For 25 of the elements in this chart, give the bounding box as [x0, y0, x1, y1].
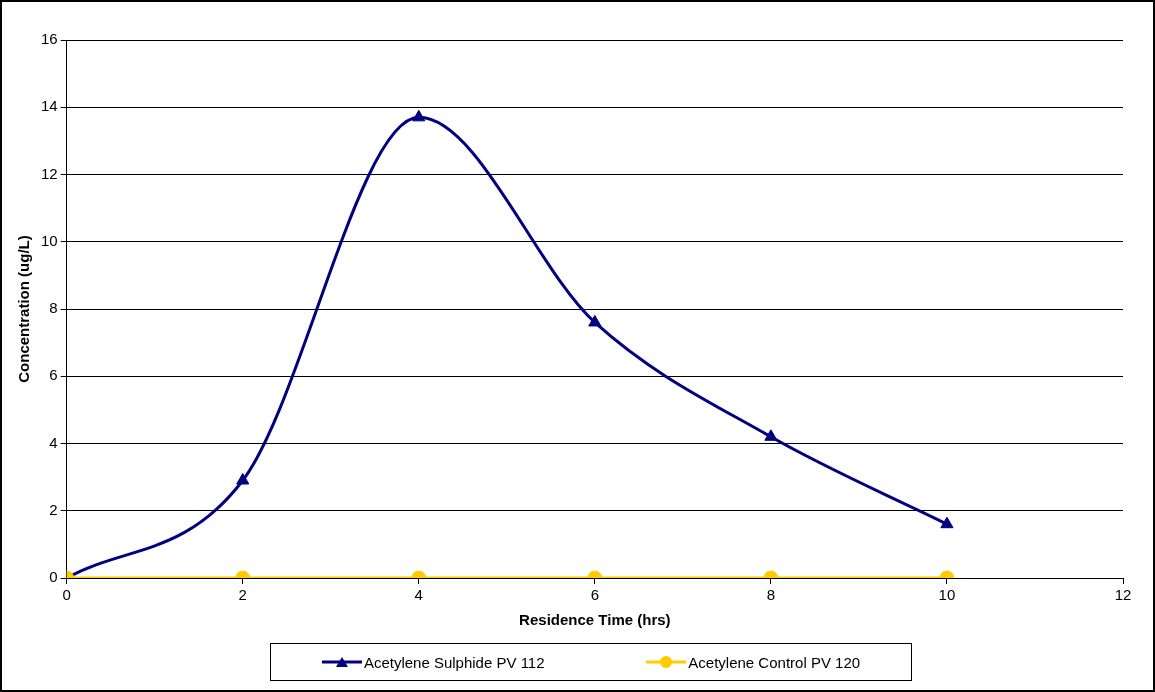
y-tick-label: 16: [41, 30, 58, 48]
y-tick-label: 6: [49, 366, 58, 384]
point: [764, 429, 778, 441]
point: [588, 314, 602, 327]
y-tick-label: 14: [41, 97, 58, 115]
x-tick-label: 2: [238, 586, 247, 604]
point: [412, 109, 426, 122]
y-tick-label: 10: [41, 231, 58, 249]
y-tick-label: 4: [49, 433, 58, 451]
x-tick-label: 4: [414, 586, 423, 604]
point: [236, 472, 250, 485]
x-tick-label: 12: [1114, 586, 1132, 604]
y-tick-label: 0: [49, 568, 58, 586]
y-tick-label: 2: [49, 500, 58, 518]
y-tick-label: 8: [49, 299, 58, 317]
x-tick-label: 0: [62, 586, 71, 604]
x-tick-label: 10: [938, 586, 956, 604]
x-axis-title: Residence Time (hrs): [519, 611, 671, 629]
y-tick-label: 12: [41, 164, 58, 182]
x-tick-label: 6: [590, 586, 600, 604]
legend-label: Acetylene Sulphide PV 112: [363, 653, 545, 671]
point: [940, 516, 954, 529]
x-tick-label: 8: [766, 586, 776, 604]
legend-label: Acetylene Control PV 120: [688, 653, 861, 671]
y-axis-title: Concentration (ug/L): [15, 235, 33, 383]
